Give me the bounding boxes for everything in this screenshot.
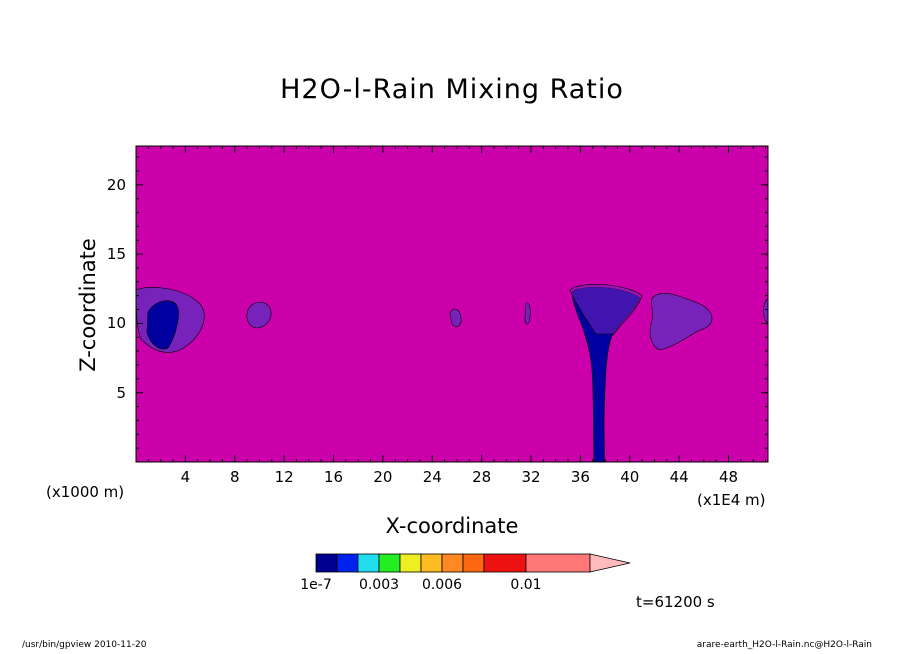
x-tick-label: 36 [570,468,590,486]
colorbar-segment [420,553,443,573]
colorbar-label: 0.006 [421,577,463,593]
colorbar-segment [315,553,338,573]
colorbar-segment [336,553,359,573]
x-axis-label: X-coordinate [385,514,519,538]
purple-blob-10km [246,301,272,329]
x-tick-label: 44 [669,468,689,486]
colorbar-segment [525,553,591,573]
colorbar-label: 0.003 [358,577,400,593]
x-tick-label: 8 [229,468,240,486]
blue-core-left [146,300,179,350]
colorbar-segment [399,553,422,573]
purple-blob-44km [649,293,713,351]
x-tick-label: 20 [373,468,393,486]
colorbar-label: 1e-7 [300,577,332,593]
x-unit-label: (x1000 m) [46,483,125,501]
colorbar-extension [589,553,631,573]
x-tick-label: 12 [274,468,294,486]
x-tick-label: 4 [180,468,191,486]
y-tick-label: 15 [106,245,126,264]
x-tick-label: 32 [521,468,541,486]
purple-blob-26km [449,308,462,328]
colorbar-segment [441,553,464,573]
colorbar-segment [483,553,527,573]
x-tick-label: 40 [620,468,640,486]
plot-frame [135,145,769,463]
x-unit-label-right: (x1E4 m) [697,491,766,509]
time-label: t=61200 s [636,593,715,611]
x-tick-label: 24 [422,468,442,486]
x-tick-label: 48 [718,468,739,486]
colorbar-segment [378,553,401,573]
purple-blob-32km [524,302,531,325]
colorbar-segment [462,553,485,573]
x-tick-label: 16 [323,468,344,486]
x-tick-label: 28 [472,468,492,486]
chart-title: H2O-l-Rain Mixing Ratio [280,74,624,105]
colorbar-segment [357,553,380,573]
footer-file: arare-earth_H2O-l-Rain.nc@H2O-l-Rain [696,640,872,650]
footer-command: /usr/bin/gpview 2010-11-20 [22,640,147,650]
rain-column-halo [569,284,643,335]
colorbar-label: 0.01 [510,577,542,593]
y-tick-label: 10 [106,314,126,333]
y-tick-label: 20 [106,175,126,194]
y-tick-label: 5 [116,383,126,402]
